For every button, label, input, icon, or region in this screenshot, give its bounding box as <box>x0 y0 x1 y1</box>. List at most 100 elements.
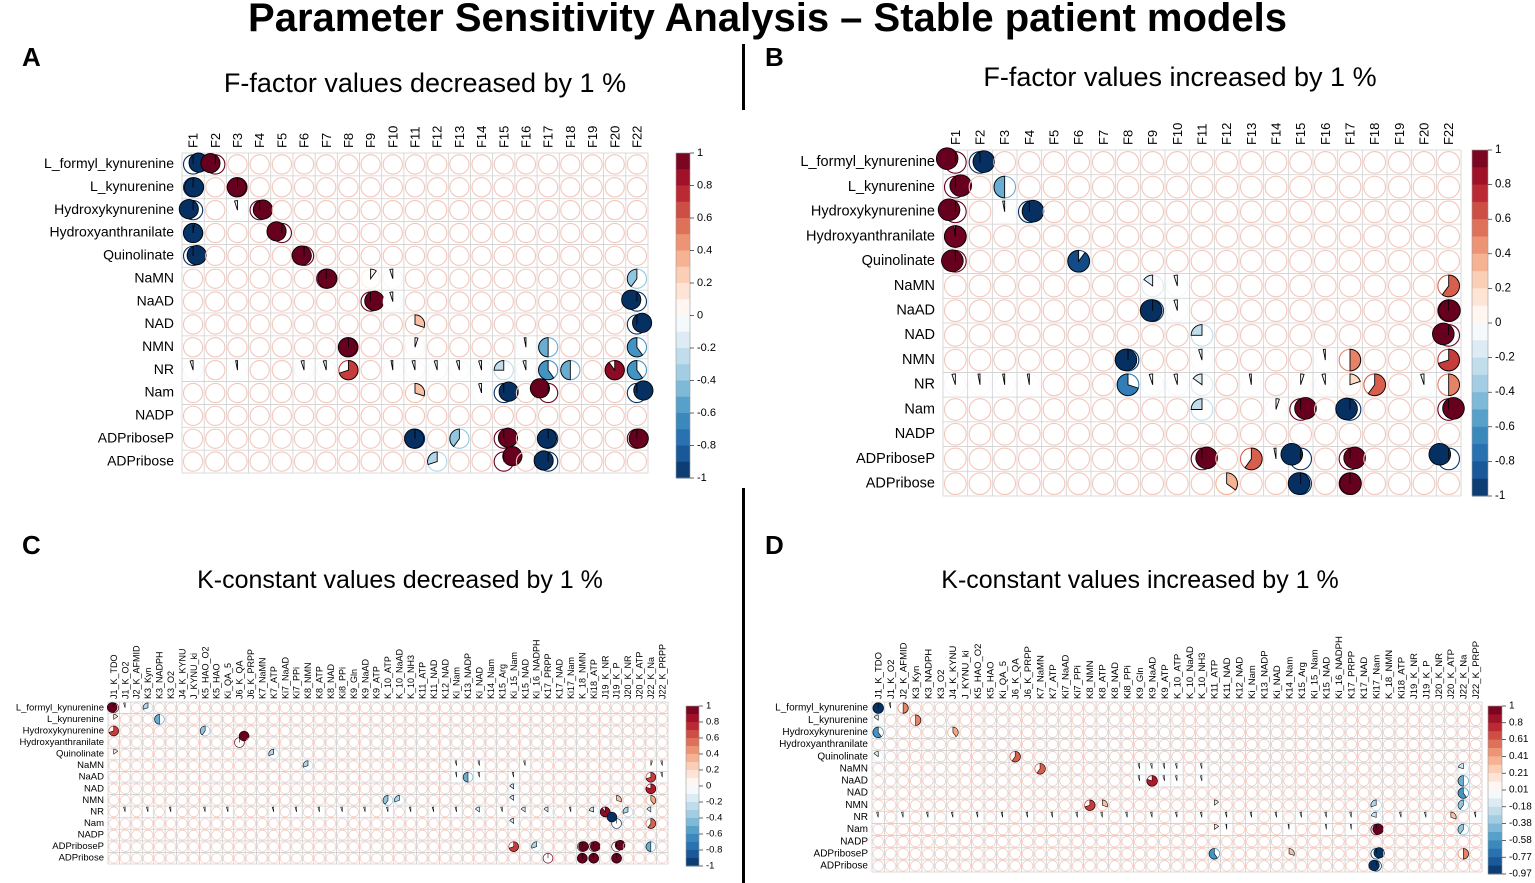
row-label: Nam <box>84 818 104 829</box>
empty-cell <box>872 738 884 751</box>
column-label: F14 <box>474 126 489 148</box>
column-label: J19_K_NR <box>1409 653 1420 699</box>
empty-cell <box>1246 702 1258 714</box>
empty-cell <box>245 737 257 748</box>
pie-wedge <box>1249 811 1252 818</box>
empty-cell <box>177 760 188 771</box>
empty-cell <box>227 291 248 312</box>
empty-cell <box>1196 848 1208 860</box>
empty-cell <box>885 860 897 872</box>
empty-cell <box>1071 848 1084 860</box>
empty-cell <box>1270 763 1283 775</box>
row-label: L_formyl_kynurenine <box>800 154 935 170</box>
empty-cell <box>1034 848 1046 860</box>
empty-cell <box>1091 200 1115 224</box>
empty-cell <box>108 841 119 852</box>
pie-wedge <box>529 378 550 399</box>
empty-cell <box>622 783 634 795</box>
empty-cell <box>1308 799 1320 811</box>
empty-cell <box>1412 299 1436 323</box>
empty-cell <box>1091 299 1115 323</box>
empty-cell <box>234 714 245 725</box>
empty-cell <box>449 222 470 244</box>
empty-cell <box>249 405 270 427</box>
empty-cell <box>1042 348 1066 372</box>
colorbar-tick-label: -0.58 <box>1509 835 1532 846</box>
empty-cell <box>485 725 497 737</box>
empty-cell <box>519 702 531 714</box>
empty-cell <box>131 737 142 748</box>
empty-cell <box>1017 175 1041 199</box>
empty-cell <box>997 848 1009 860</box>
empty-cell <box>1158 836 1171 848</box>
empty-cell <box>1071 714 1084 726</box>
empty-cell <box>188 852 199 864</box>
empty-cell <box>947 823 959 836</box>
empty-cell <box>959 763 971 775</box>
empty-cell <box>599 702 611 714</box>
empty-cell <box>142 818 154 829</box>
empty-cell <box>1387 225 1411 248</box>
empty-cell <box>1134 702 1146 714</box>
empty-cell <box>1470 726 1482 738</box>
empty-cell <box>291 818 302 829</box>
empty-cell <box>165 725 177 737</box>
pie-wedge <box>588 853 599 864</box>
empty-cell <box>599 737 611 748</box>
empty-cell <box>588 783 599 795</box>
empty-cell <box>1437 472 1461 496</box>
empty-cell <box>428 841 439 852</box>
pie-wedge <box>1299 811 1302 818</box>
empty-cell <box>943 274 967 298</box>
column-label: K11_ATP <box>1210 660 1221 699</box>
empty-cell <box>1091 150 1115 174</box>
empty-cell <box>634 852 645 864</box>
empty-cell <box>394 748 405 760</box>
pie-wedge <box>322 360 327 371</box>
colorbar-segment <box>1472 357 1488 376</box>
empty-cell <box>1363 225 1387 248</box>
column-label: K17_PRPP <box>543 653 553 699</box>
empty-cell <box>1183 714 1196 726</box>
empty-cell <box>997 763 1009 775</box>
empty-cell <box>316 428 337 449</box>
column-label: J4_K_KYNU <box>177 648 187 699</box>
empty-cell <box>348 852 359 864</box>
pie-wedge <box>200 153 222 174</box>
pie-wedge <box>1175 811 1178 818</box>
empty-cell <box>1196 860 1208 872</box>
empty-cell <box>997 726 1009 738</box>
empty-cell <box>909 751 922 763</box>
empty-cell <box>560 314 581 335</box>
empty-cell <box>359 702 371 714</box>
column-label: J22_K_Na <box>646 657 656 699</box>
pie-wedge <box>252 199 273 220</box>
empty-cell <box>972 751 984 763</box>
empty-cell <box>268 760 279 771</box>
empty-cell <box>577 771 588 783</box>
empty-cell <box>131 783 142 795</box>
empty-cell <box>599 841 611 852</box>
empty-cell <box>1445 799 1457 811</box>
empty-cell <box>1134 714 1146 726</box>
empty-cell <box>959 702 971 714</box>
empty-cell <box>279 714 291 725</box>
empty-cell <box>1363 398 1387 421</box>
empty-cell <box>1308 836 1320 848</box>
empty-cell <box>1264 472 1288 496</box>
empty-cell <box>1470 848 1482 860</box>
empty-cell <box>1383 860 1395 872</box>
empty-cell <box>582 337 603 358</box>
pie-wedge <box>449 428 460 448</box>
empty-cell <box>531 818 542 829</box>
empty-cell <box>622 725 634 737</box>
empty-cell <box>885 738 897 751</box>
empty-cell <box>1345 763 1357 775</box>
empty-cell <box>1246 775 1258 787</box>
empty-cell <box>1091 274 1115 298</box>
empty-cell <box>519 841 531 852</box>
empty-cell <box>1215 373 1239 397</box>
empty-cell <box>1387 200 1411 224</box>
empty-cell <box>1363 200 1387 224</box>
empty-cell <box>360 199 381 221</box>
